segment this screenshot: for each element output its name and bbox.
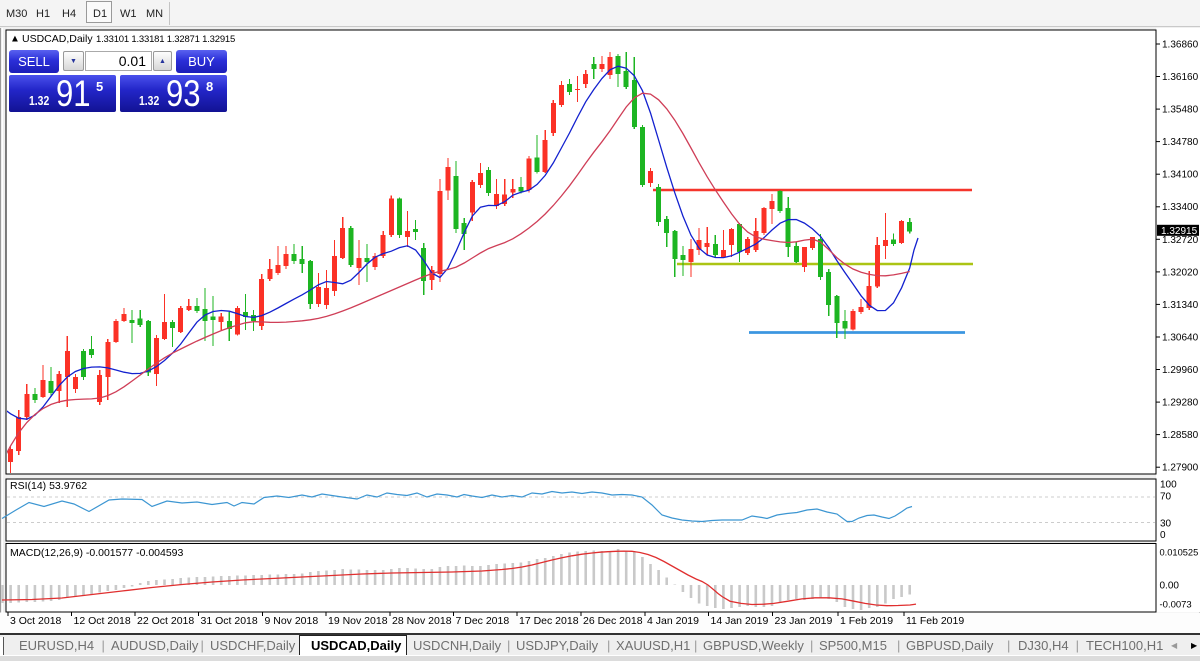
- svg-text:19 Nov 2018: 19 Nov 2018: [328, 615, 388, 627]
- svg-text:USDCAD,Daily: USDCAD,Daily: [22, 33, 93, 45]
- svg-text:23 Jan 2019: 23 Jan 2019: [775, 615, 833, 627]
- svg-text:14 Jan 2019: 14 Jan 2019: [711, 615, 769, 627]
- svg-text:28 Nov 2018: 28 Nov 2018: [392, 615, 452, 627]
- svg-text:100: 100: [1160, 480, 1177, 491]
- svg-text:MACD(12,26,9) -0.001577 -0.004: MACD(12,26,9) -0.001577 -0.004593: [10, 547, 184, 559]
- svg-text:1.34780: 1.34780: [1162, 137, 1199, 148]
- svg-text:0.010525: 0.010525: [1160, 548, 1199, 558]
- svg-text:1.34100: 1.34100: [1162, 170, 1199, 181]
- svg-text:31 Oct 2018: 31 Oct 2018: [201, 615, 258, 627]
- svg-text:9 Nov 2018: 9 Nov 2018: [265, 615, 319, 627]
- svg-text:1.31340: 1.31340: [1162, 300, 1199, 311]
- svg-text:1.36160: 1.36160: [1162, 72, 1199, 83]
- svg-text:1.30640: 1.30640: [1162, 333, 1199, 344]
- svg-text:1 Feb 2019: 1 Feb 2019: [840, 615, 893, 627]
- svg-text:1.32020: 1.32020: [1162, 267, 1199, 278]
- svg-text:-0.0073: -0.0073: [1160, 600, 1192, 611]
- svg-text:1.32915: 1.32915: [1161, 226, 1198, 237]
- svg-text:22 Oct 2018: 22 Oct 2018: [137, 615, 194, 627]
- svg-text:1.27900: 1.27900: [1162, 463, 1199, 474]
- svg-text:70: 70: [1160, 492, 1172, 503]
- svg-text:26 Dec 2018: 26 Dec 2018: [583, 615, 643, 627]
- svg-text:1.32720: 1.32720: [1162, 235, 1199, 246]
- svg-text:▲: ▲: [10, 34, 20, 45]
- svg-text:1.28580: 1.28580: [1162, 430, 1199, 441]
- svg-text:11 Feb 2019: 11 Feb 2019: [906, 615, 964, 627]
- svg-text:17 Dec 2018: 17 Dec 2018: [519, 615, 579, 627]
- svg-text:30: 30: [1160, 519, 1172, 530]
- svg-text:1.36860: 1.36860: [1162, 40, 1199, 51]
- svg-text:RSI(14) 53.9762: RSI(14) 53.9762: [10, 480, 87, 492]
- svg-text:1.29960: 1.29960: [1162, 365, 1199, 376]
- svg-text:4 Jan 2019: 4 Jan 2019: [647, 615, 699, 627]
- svg-text:1.35480: 1.35480: [1162, 105, 1199, 116]
- svg-text:0: 0: [1160, 530, 1166, 541]
- svg-text:12 Oct 2018: 12 Oct 2018: [74, 615, 131, 627]
- svg-text:7 Dec 2018: 7 Dec 2018: [456, 615, 510, 627]
- svg-text:1.33400: 1.33400: [1162, 202, 1199, 213]
- svg-text:0.00: 0.00: [1160, 581, 1180, 592]
- svg-text:3 Oct 2018: 3 Oct 2018: [10, 615, 62, 627]
- svg-text:1.29280: 1.29280: [1162, 398, 1199, 409]
- svg-text:1.33101 1.33181 1.32871 1.3291: 1.33101 1.33181 1.32871 1.32915: [96, 34, 235, 45]
